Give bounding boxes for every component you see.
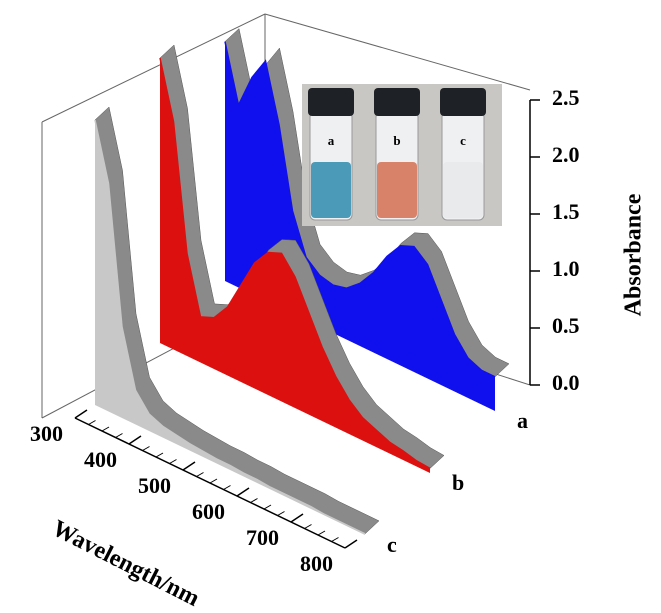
series-label: b [452,470,464,495]
chart: a b c a b c Absorbance Wavelength/nm 0.0 0.5 1… [0,0,661,613]
x-minor-tick [224,486,231,490]
x-axis-title: Wavelength/nm [48,515,204,611]
vial-label: a [328,133,335,148]
x-tick [183,462,195,470]
x-tick-label: 800 [300,551,333,576]
vial-cap [374,88,420,116]
x-minor-tick [102,427,109,431]
x-tick [291,514,303,522]
inset-photo: a b c [302,84,502,226]
x-tick-label: 600 [192,499,225,524]
x-tick [237,488,249,496]
x-minor-tick [332,538,339,542]
vial-label: c [460,133,466,148]
series-label: c [387,532,397,557]
series-label: a [517,408,528,433]
wall-edge [265,14,530,90]
x-tick-label: 400 [84,447,117,472]
vial-liquid [311,162,351,218]
vial-liquid [443,162,483,218]
y-axis-title: Absorbance [621,193,647,316]
x-tick-label: 700 [246,525,279,550]
x-minor-tick [210,479,217,483]
x-minor-tick [143,447,150,451]
vial-cap [440,88,486,116]
x-minor-tick [170,460,177,464]
vial-label: b [393,133,400,148]
x-minor-tick [278,512,285,516]
y-tick-label: 1.5 [552,199,580,224]
x-minor-tick [156,453,163,457]
x-minor-tick [197,473,204,477]
vial-cap [308,88,354,116]
x-tick [129,436,141,444]
y-tick-label: 1.0 [552,256,580,281]
x-tick [345,540,357,548]
x-tick [75,410,87,418]
x-tick-label: 300 [30,421,63,446]
vial-liquid [377,162,417,218]
x-minor-tick [318,531,325,535]
x-minor-tick [89,421,96,425]
x-minor-tick [251,499,258,503]
y-tick-label: 2.0 [552,142,580,167]
y-tick-label: 2.5 [552,85,580,110]
y-tick-label: 0.0 [552,370,580,395]
x-tick-label: 500 [138,473,171,498]
x-minor-tick [264,505,271,509]
x-minor-tick [116,434,123,438]
x-minor-tick [305,525,312,529]
y-tick-label: 0.5 [552,313,580,338]
vials: a b c [308,88,486,220]
